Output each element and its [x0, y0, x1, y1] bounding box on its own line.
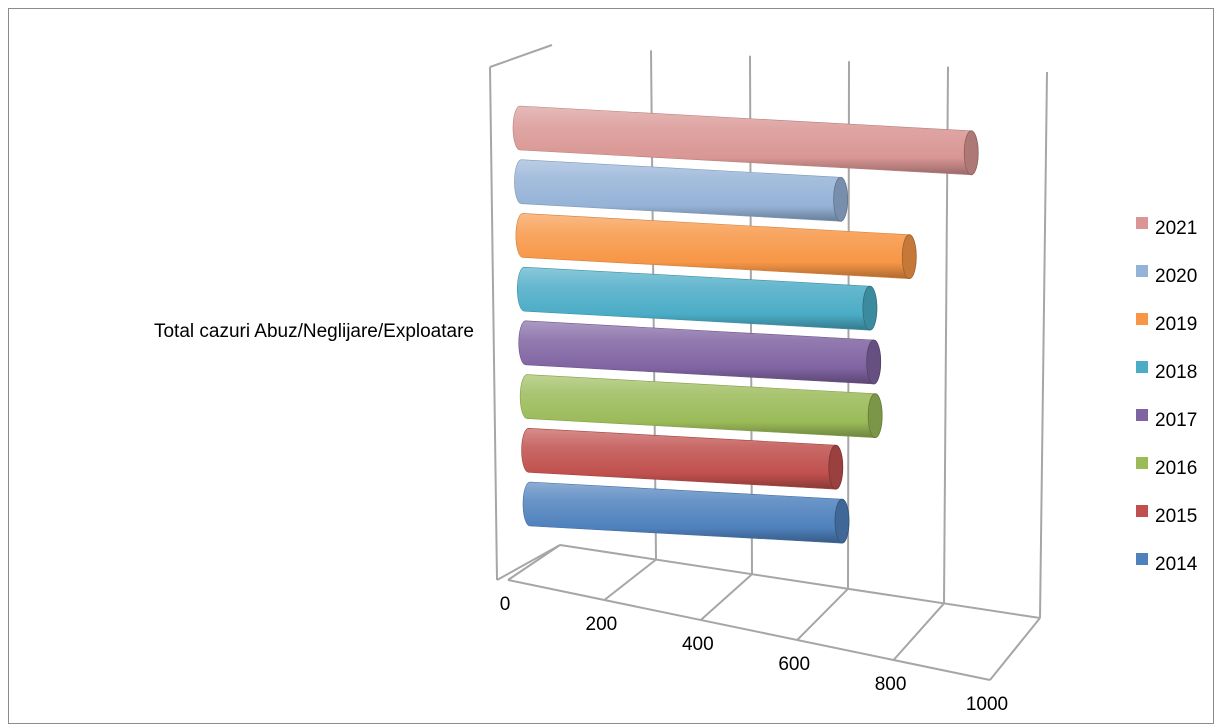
- floor-gridline: [700, 573, 753, 621]
- legend-swatch-2018: [1136, 361, 1148, 373]
- bars: [512, 105, 979, 544]
- bar-cap-2020: [833, 176, 849, 222]
- x-tick-label: 200: [586, 614, 618, 635]
- x-tick-label: 1000: [966, 694, 1008, 715]
- legend-label-2020: 2020: [1155, 266, 1197, 287]
- bar-cap-2016: [867, 393, 883, 439]
- legend-swatch-2017: [1136, 409, 1148, 421]
- bar-cap-2014: [834, 498, 850, 544]
- bar-2015: [521, 427, 844, 490]
- floor-gridline: [892, 602, 945, 661]
- x-axis-ticks: 0 200 400 600 800 1000: [500, 594, 1008, 715]
- bar-2017: [518, 320, 882, 385]
- bar-cap-2017: [866, 339, 882, 385]
- legend-label-2021: 2021: [1155, 218, 1197, 239]
- legend-label-2016: 2016: [1155, 458, 1197, 479]
- legend-swatch-2019: [1136, 313, 1148, 325]
- floor-front-edge: [507, 579, 991, 681]
- floor-back-edge: [559, 544, 1041, 619]
- x-tick-label: 800: [875, 674, 907, 695]
- legend-label-2015: 2015: [1155, 506, 1197, 527]
- floor-gridline: [603, 558, 657, 601]
- legend: 2021 2020 2019 2018 2017 2016 2015 2014: [1136, 217, 1198, 575]
- x-tick-label: 600: [778, 654, 810, 675]
- legend-label-2019: 2019: [1155, 314, 1197, 335]
- bar-cap-2021: [963, 130, 979, 176]
- legend-label-2017: 2017: [1155, 410, 1197, 431]
- bar-2016: [519, 374, 883, 439]
- bar-2018: [516, 266, 878, 331]
- legend-label-2014: 2014: [1155, 554, 1198, 575]
- x-tick-label: 0: [500, 594, 511, 615]
- legend-swatch-2015: [1136, 505, 1148, 517]
- legend-swatch-2014: [1136, 553, 1148, 565]
- legend-swatch-2016: [1136, 457, 1148, 469]
- bar-2019: [515, 213, 917, 279]
- chart-walls: [489, 44, 561, 581]
- legend-swatch-2020: [1136, 265, 1148, 277]
- legend-label-2018: 2018: [1155, 362, 1197, 383]
- bar-cap-2015: [828, 444, 844, 490]
- bar-2020: [514, 159, 848, 222]
- bar-cap-2018: [862, 285, 878, 331]
- bar-cap-2019: [901, 234, 917, 280]
- floor-gridline: [796, 588, 849, 641]
- category-label: Total cazuri Abuz/Neglijare/Exploatare: [154, 321, 474, 342]
- floor-gridline: [989, 617, 1041, 681]
- bar-2014: [522, 481, 850, 544]
- x-tick-label: 400: [682, 634, 714, 655]
- wall-gridline: [1039, 71, 1048, 619]
- floor-gridline: [507, 544, 561, 581]
- legend-swatch-2021: [1136, 217, 1148, 229]
